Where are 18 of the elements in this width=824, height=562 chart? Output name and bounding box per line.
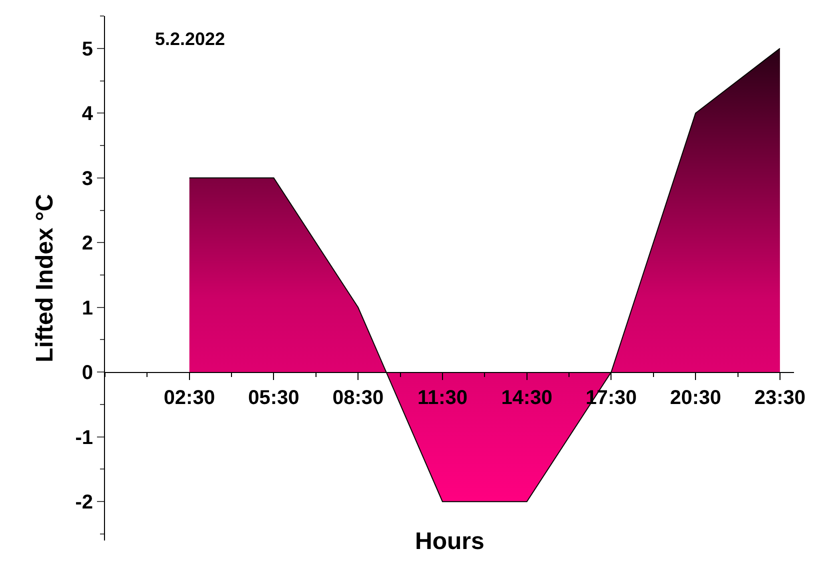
x-axis-title: Hours: [415, 528, 484, 555]
y-tick-label: 3: [82, 168, 93, 190]
y-tick-label: 0: [82, 362, 93, 384]
x-tick-label: 14:30: [501, 387, 552, 410]
x-tick-label: 23:30: [754, 387, 806, 410]
x-tick-label: 05:30: [248, 387, 300, 410]
x-tick-label: 20:30: [670, 387, 722, 410]
y-tick-label: 4: [82, 103, 94, 126]
x-tick-label: 08:30: [332, 387, 384, 410]
y-tick-label: -1: [75, 426, 93, 449]
y-tick-label: 5: [82, 38, 93, 60]
y-tick-label: 1: [82, 297, 93, 320]
y-tick-label: -2: [75, 492, 93, 514]
annotation: 5.2.2022: [155, 29, 226, 49]
y-axis-title: Lifted Index °C: [31, 194, 58, 362]
x-tick-label: 11:30: [417, 387, 468, 410]
y-tick-label: 2: [82, 232, 93, 255]
x-tick-label: 02:30: [164, 387, 215, 410]
